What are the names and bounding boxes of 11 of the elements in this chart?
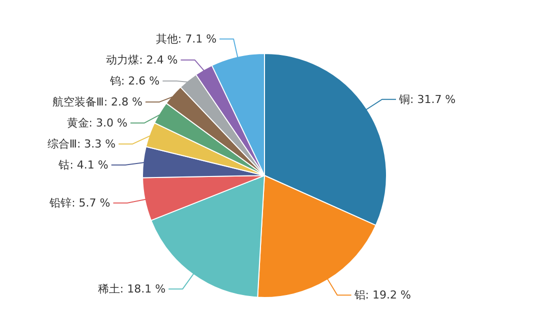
slice-label: 铜: 31.7 %	[398, 92, 456, 106]
slice-label: 铅锌: 5.7 %	[48, 196, 110, 210]
slice-label: 动力煤: 2.4 %	[106, 53, 178, 66]
slice-label: 钨: 2.6 %	[108, 74, 160, 88]
slice-label: 黄金: 3.0 %	[66, 116, 128, 130]
slice-label: 其他: 7.1 %	[156, 32, 217, 46]
slice-label: 综合Ⅲ: 3.3 %	[47, 137, 116, 150]
slice-label: 铝: 19.2 %	[353, 288, 411, 302]
slice-label: 航空装备Ⅲ: 2.8 %	[52, 95, 142, 108]
slice-label: 稀土: 18.1 %	[98, 282, 166, 296]
slice-label: 钴: 4.1 %	[58, 158, 108, 172]
